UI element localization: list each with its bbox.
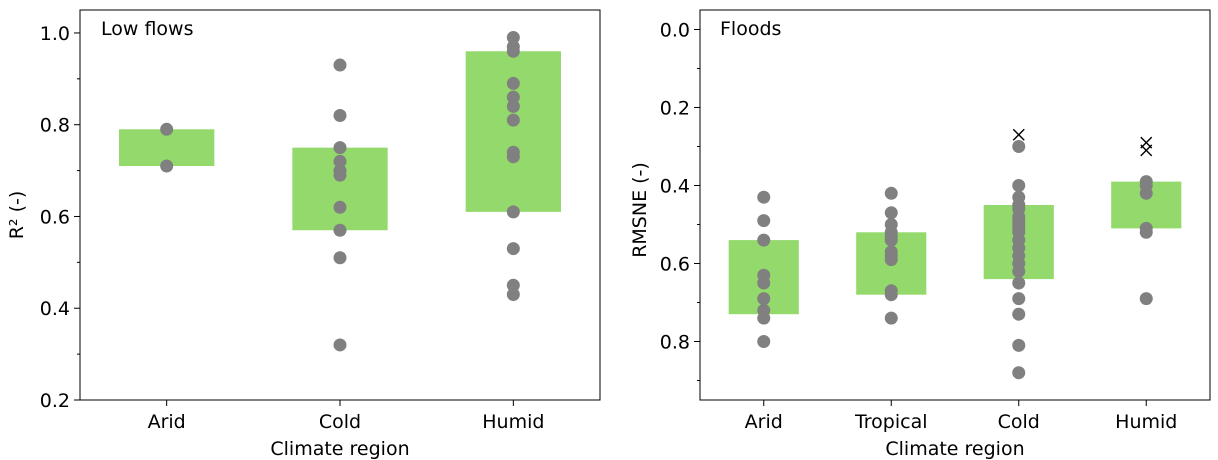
- data-point: [333, 338, 347, 352]
- range-bars: [728, 181, 1182, 315]
- x-axis-ticks: Arid Cold Humid: [148, 400, 544, 433]
- x-axis-label: Climate region: [885, 438, 1024, 460]
- outlier-markers: [1012, 128, 1153, 157]
- x-tick-label-arid: Arid: [745, 411, 783, 433]
- data-point: [333, 58, 347, 72]
- y-tick-label: 1.0: [40, 23, 70, 45]
- data-point: [333, 223, 347, 237]
- y-tick-label: 0.6: [40, 206, 70, 228]
- floods-panel: 0.0 0.2 0.4 0.6 0.8 Arid Tropical Cold Humid Fl…: [629, 9, 1211, 460]
- y-axis-ticks: 0.2 0.4 0.6 0.8 1.0: [40, 23, 80, 412]
- data-point: [1012, 307, 1026, 321]
- data-point: [884, 233, 898, 247]
- data-point: [1139, 186, 1153, 200]
- data-point: [506, 44, 520, 58]
- panel-title: Low flows: [101, 18, 194, 40]
- data-point: [884, 206, 898, 220]
- data-point: [1139, 292, 1153, 306]
- data-point: [1012, 366, 1026, 380]
- data-point: [1139, 225, 1153, 239]
- data-point: [333, 200, 347, 214]
- data-points: [757, 140, 1153, 380]
- data-point: [757, 311, 771, 325]
- data-point: [333, 251, 347, 265]
- plot-frame: [699, 9, 1211, 401]
- data-point: [884, 253, 898, 267]
- outlier-marker: [1012, 128, 1025, 141]
- x-axis-ticks: Arid Tropical Cold Humid: [745, 400, 1177, 433]
- x-tick-label-cold: Cold: [998, 411, 1040, 433]
- data-point: [1012, 292, 1026, 306]
- y-tick-label: 0.8: [660, 332, 690, 354]
- y-tick-label: 0.8: [40, 115, 70, 137]
- panel-title: Floods: [720, 18, 781, 40]
- data-point: [1012, 179, 1026, 192]
- data-point: [333, 168, 347, 182]
- data-point: [506, 76, 520, 90]
- data-point: [333, 141, 347, 155]
- y-axis-ticks: 0.0 0.2 0.4 0.6 0.8: [660, 20, 700, 381]
- data-point: [160, 122, 174, 136]
- range-bar-humid: [465, 51, 561, 212]
- data-points: [160, 31, 520, 352]
- data-point: [1012, 276, 1026, 290]
- data-point: [506, 99, 520, 113]
- data-point: [757, 214, 771, 228]
- y-axis-label: RMSNE (-): [629, 162, 651, 258]
- data-point: [757, 276, 771, 290]
- data-point: [884, 288, 898, 302]
- y-tick-label: 0.6: [660, 254, 690, 276]
- y-tick-label: 0.2: [40, 390, 70, 412]
- x-tick-label-humid: Humid: [1115, 411, 1177, 433]
- data-point: [506, 278, 520, 292]
- data-point: [757, 190, 771, 204]
- data-point: [1012, 338, 1026, 352]
- y-tick-label: 0.2: [660, 98, 690, 120]
- data-point: [506, 150, 520, 164]
- data-point: [160, 159, 174, 173]
- data-point: [757, 335, 771, 348]
- x-tick-label-cold: Cold: [319, 411, 361, 433]
- data-point: [506, 287, 520, 301]
- data-point: [757, 292, 771, 306]
- data-point: [506, 205, 520, 219]
- data-point: [333, 154, 347, 168]
- y-axis-label: R² (-): [6, 191, 28, 240]
- data-point: [506, 31, 520, 45]
- x-tick-label-arid: Arid: [148, 411, 186, 433]
- low-flows-panel: 0.20.40.60.81.0 Arid Cold Humid Low flows …: [6, 9, 601, 460]
- data-point: [506, 90, 520, 104]
- x-axis-label: Climate region: [270, 438, 409, 460]
- data-point: [333, 109, 347, 123]
- x-tick-label-humid: Humid: [482, 411, 544, 433]
- y-tick-label: 0.4: [40, 298, 70, 320]
- data-point: [884, 311, 898, 325]
- outlier-marker: [1140, 144, 1153, 157]
- y-tick-label: 0.0: [660, 20, 690, 42]
- data-point: [1012, 140, 1026, 153]
- data-point: [1012, 264, 1026, 278]
- data-point: [884, 186, 898, 200]
- data-point: [506, 113, 520, 127]
- data-point: [757, 233, 771, 247]
- x-tick-label-tropical: Tropical: [854, 411, 928, 433]
- y-tick-label: 0.4: [660, 176, 690, 198]
- data-point: [506, 242, 520, 256]
